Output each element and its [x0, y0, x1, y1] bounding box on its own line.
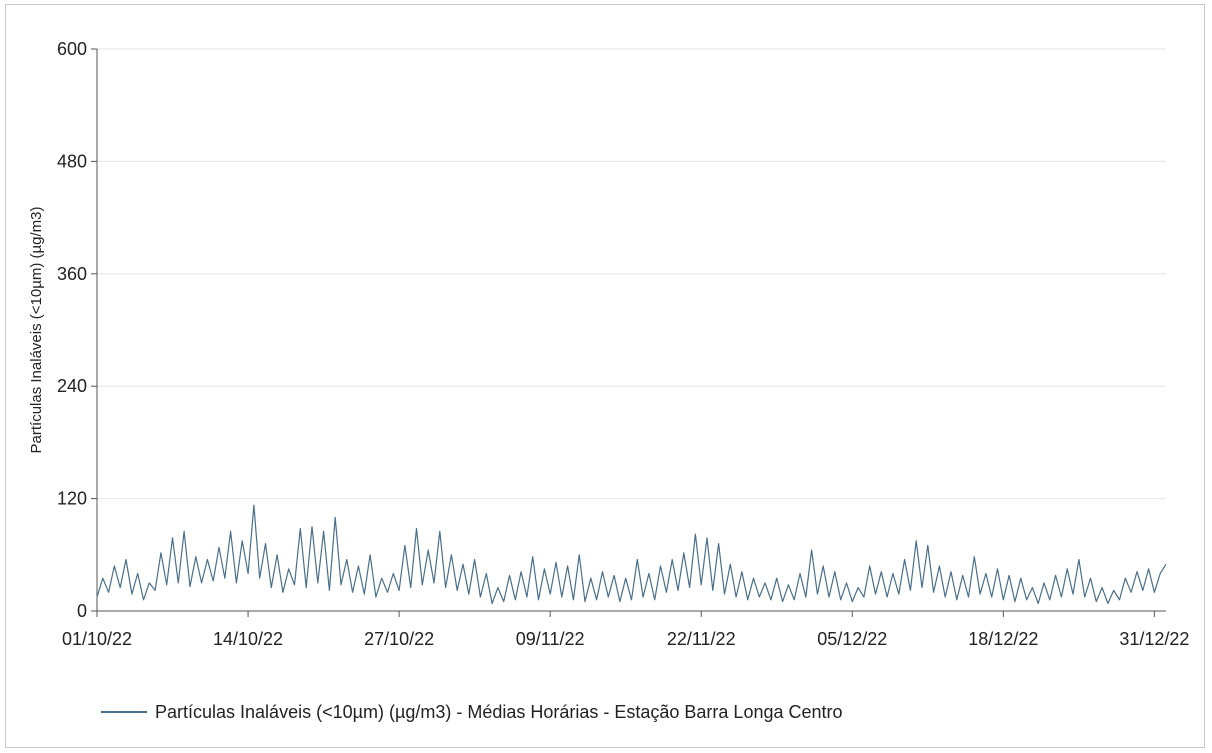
- y-tick-label: 0: [77, 601, 87, 621]
- series-line-0: [96, 504, 1167, 605]
- y-tick-label: 480: [57, 151, 87, 171]
- y-tick-label: 120: [57, 489, 87, 509]
- legend: Partículas Inaláveis (<10µm) (µg/m3) - M…: [101, 702, 843, 722]
- x-tick-label: 27/10/22: [364, 629, 434, 649]
- y-tick-label: 360: [57, 264, 87, 284]
- y-axis-ticks: 0 120 240 360 480 600: [57, 39, 97, 621]
- x-tick-label: 01/10/22: [62, 629, 132, 649]
- x-tick-label: 22/11/22: [667, 629, 736, 649]
- chart-frame: [5, 4, 1205, 748]
- x-tick-label: 05/12/22: [817, 629, 887, 649]
- x-tick-label: 14/10/22: [213, 629, 283, 649]
- y-axis-title: Partículas Inaláveis (<10µm) (µg/m3): [28, 207, 45, 454]
- y-tick-label: 240: [57, 376, 87, 396]
- gridlines: [97, 48, 1166, 500]
- y-tick-label: 600: [57, 39, 87, 59]
- x-tick-label: 18/12/22: [968, 629, 1038, 649]
- legend-label: Partículas Inaláveis (<10µm) (µg/m3) - M…: [155, 702, 843, 722]
- series-group: [96, 504, 1167, 605]
- x-axis-ticks: 01/10/22 14/10/22 27/10/22 09/11/22 22/11/22…: [62, 611, 1189, 649]
- x-tick-label: 31/12/22: [1119, 629, 1189, 649]
- x-tick-label: 09/11/22: [516, 629, 585, 649]
